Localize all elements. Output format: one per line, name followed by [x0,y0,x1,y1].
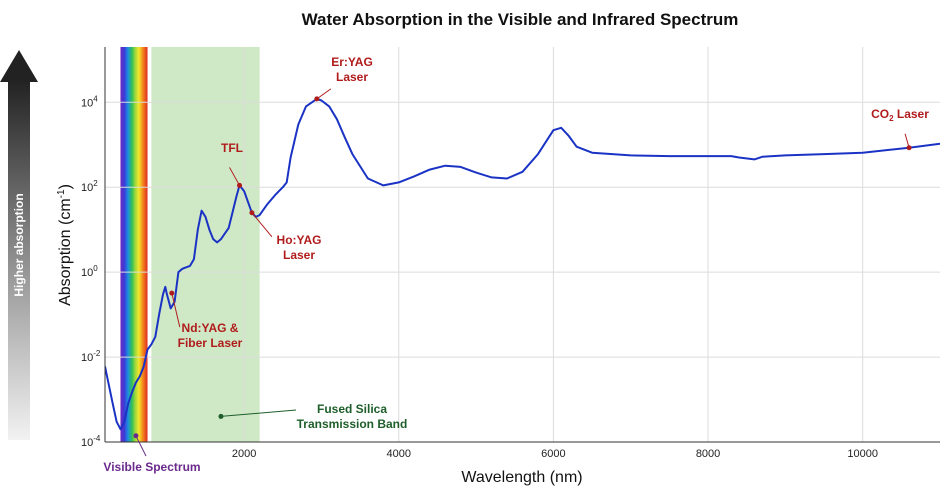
y-axis-label: Absorption (cm-1) [56,184,74,306]
hoyag-leader [251,212,273,238]
visible-spectrum-band [120,47,148,442]
absorption-series-line [105,97,940,431]
fused-silica-label-line2: Transmission Band [297,417,408,431]
ndyag-label-line2: Fiber Laser [178,336,243,350]
ndyag-leader [171,293,181,328]
tfl-leader [229,167,240,186]
chart-title: Water Absorption in the Visible and Infr… [302,10,739,29]
x-tick-label: 6000 [541,448,565,460]
y-axis-label-main: Absorption (cm [57,198,74,306]
axes-layer [104,47,940,443]
x-tick-label: 4000 [387,448,411,460]
y-tick-label: 10-4 [81,434,101,449]
y-tick-label: 10-2 [81,349,101,364]
eryag-leader [316,88,332,100]
ndyag-label: Nd:YAG & [182,321,239,335]
x-tick-label: 10000 [847,448,878,460]
fused-silica-leader [220,409,297,417]
y-tick-base: 10 [81,267,93,279]
eryag-label-line2: Laser [336,70,368,84]
visible-spectrum-label: Visible Spectrum [103,460,200,474]
co2-label-base: CO [871,107,889,121]
y-axis-label-end: ) [57,184,74,189]
co2-leader [904,133,910,148]
hoyag-label: Ho:YAG [277,233,322,247]
y-tick-base: 10 [81,437,93,449]
eryag-label: Er:YAG [331,55,373,69]
co2-label-sub: 2 [889,114,894,123]
hoyag-label-line2: Laser [283,248,315,262]
y-tick-exp: 2 [93,179,98,188]
fused-silica-band [151,47,260,442]
y-tick-label: 104 [81,94,98,109]
co2-label-rest: Laser [894,107,930,121]
y-tick-exp: 4 [93,94,98,103]
y-tick-exp: 0 [93,264,98,273]
tfl-label: TFL [221,141,243,155]
series-layer [105,97,940,431]
y-tick-exp: -2 [93,349,101,358]
y-tick-exp: -4 [93,434,101,443]
higher-absorption-label: Higher absorption [12,193,26,296]
y-tick-label: 100 [81,264,98,279]
y-tick-base: 10 [81,182,93,194]
y-tick-base: 10 [81,352,93,364]
x-tick-label: 2000 [232,448,256,460]
y-tick-base: 10 [81,97,93,109]
visible-spectrum-leader [135,435,147,457]
x-tick-label: 8000 [696,448,720,460]
co2-label: CO2 Laser [871,107,929,123]
y-axis-label-sup: -1 [56,189,67,198]
higher-absorption-arrow [0,50,38,440]
bands-layer [105,47,940,442]
x-axis-label: Wavelength (nm) [461,469,582,486]
fused-silica-label: Fused Silica [317,402,387,416]
y-tick-label: 102 [81,179,98,194]
